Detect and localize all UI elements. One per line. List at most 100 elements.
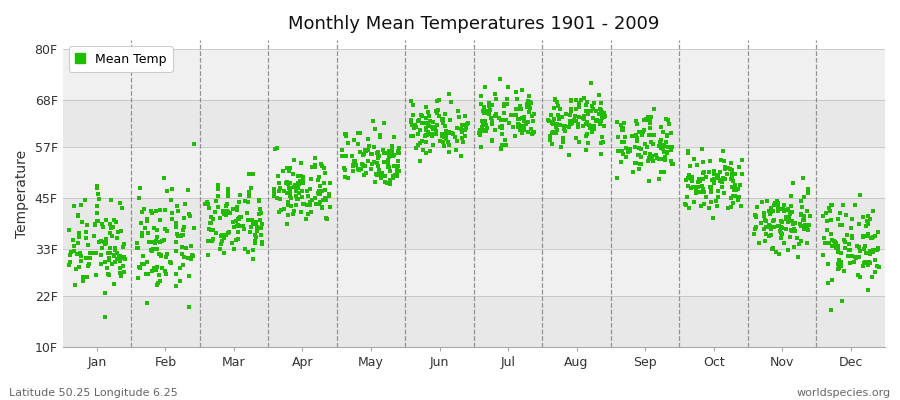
Point xyxy=(159,227,174,234)
Point xyxy=(757,226,771,232)
Point xyxy=(150,280,165,286)
Point xyxy=(645,153,660,159)
Point xyxy=(169,203,184,209)
Point xyxy=(130,240,144,246)
Point xyxy=(104,197,118,203)
Point xyxy=(842,246,857,253)
Point xyxy=(103,245,117,251)
Point xyxy=(347,158,362,164)
Point xyxy=(572,100,587,106)
Point xyxy=(563,107,578,114)
Point xyxy=(291,185,305,192)
Point xyxy=(562,152,576,158)
Point xyxy=(842,246,857,253)
Point xyxy=(634,132,649,138)
Point xyxy=(112,254,126,260)
Point xyxy=(859,250,873,256)
Point xyxy=(710,174,724,181)
Point xyxy=(775,224,789,231)
Point xyxy=(759,218,773,224)
Point xyxy=(711,174,725,181)
Point xyxy=(585,103,599,109)
Point xyxy=(506,124,520,130)
Point xyxy=(419,104,434,110)
Point xyxy=(140,229,155,236)
Point xyxy=(794,237,808,244)
Point xyxy=(796,217,810,223)
Point xyxy=(864,234,878,241)
Point xyxy=(303,202,318,208)
Point xyxy=(450,108,464,114)
Point xyxy=(144,247,158,254)
Point xyxy=(295,180,310,186)
Point xyxy=(347,158,362,164)
Point xyxy=(488,90,502,97)
Point xyxy=(234,214,248,220)
Point xyxy=(654,169,669,175)
Point xyxy=(255,239,269,245)
Point xyxy=(660,150,674,156)
Point xyxy=(350,166,365,172)
Point xyxy=(153,207,167,213)
Point xyxy=(112,270,127,276)
Point xyxy=(664,130,679,136)
Point xyxy=(160,188,175,194)
Point xyxy=(460,120,474,127)
Point xyxy=(418,126,433,132)
Point xyxy=(149,227,164,234)
Point xyxy=(110,256,124,262)
Point xyxy=(510,121,525,127)
Point xyxy=(279,221,293,227)
Point xyxy=(246,256,260,262)
Point xyxy=(717,175,732,182)
Point xyxy=(478,127,492,133)
Point xyxy=(587,123,601,130)
Point xyxy=(365,118,380,124)
Point xyxy=(153,278,167,284)
Point xyxy=(438,122,453,129)
Point xyxy=(850,243,864,250)
Point xyxy=(525,112,539,119)
Point xyxy=(508,106,523,112)
Point xyxy=(521,98,535,104)
Point xyxy=(724,195,739,201)
Point xyxy=(304,209,319,215)
Point xyxy=(368,126,382,132)
Point xyxy=(716,158,731,164)
Point xyxy=(833,259,848,266)
Point xyxy=(789,234,804,241)
Point xyxy=(482,100,496,106)
Point xyxy=(201,252,215,258)
Point xyxy=(784,202,798,209)
Point xyxy=(550,99,564,106)
Point xyxy=(565,120,580,126)
Point xyxy=(794,223,808,229)
Point xyxy=(87,220,102,227)
Point xyxy=(372,166,386,173)
Point xyxy=(522,99,536,106)
Point xyxy=(148,238,163,244)
Point xyxy=(494,146,508,152)
Point xyxy=(647,106,662,112)
Point xyxy=(680,194,694,201)
Point xyxy=(145,248,159,254)
Point xyxy=(276,168,291,174)
Point xyxy=(116,241,130,247)
Point xyxy=(684,185,698,191)
Point xyxy=(831,246,845,252)
Point xyxy=(641,117,655,123)
Point xyxy=(74,202,88,209)
Point xyxy=(404,98,419,104)
Point xyxy=(68,282,83,288)
Point xyxy=(89,184,104,191)
Point xyxy=(724,166,738,172)
Point xyxy=(779,214,794,221)
Point xyxy=(632,152,646,158)
Point xyxy=(148,208,163,214)
Point xyxy=(140,259,155,266)
Point xyxy=(230,222,245,228)
Point xyxy=(637,127,652,134)
Point xyxy=(361,147,375,153)
Point xyxy=(382,180,397,187)
Point xyxy=(552,115,566,122)
